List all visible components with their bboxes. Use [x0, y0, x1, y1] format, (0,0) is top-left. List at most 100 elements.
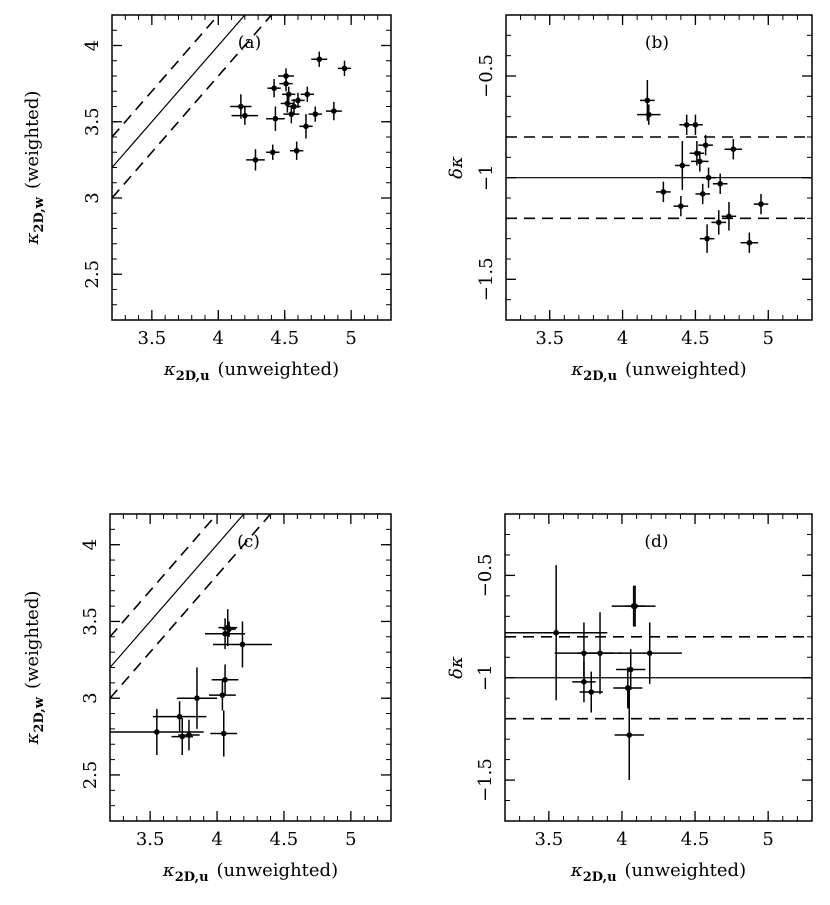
- chart-d-ytick-label: −1: [475, 664, 496, 691]
- chart-a-ref-line-solid: [112, 15, 246, 168]
- chart-a-data-point: [290, 141, 304, 160]
- chart-d-panel-label: (d): [644, 532, 668, 552]
- chart-d-panel: 3.5 4 4.5 5 −1.5 −1 −0.5 (d) κ2D,u (unweighted) δκ: [446, 513, 813, 885]
- chart-d-data-point: [505, 565, 608, 701]
- chart-c-marker: [194, 695, 200, 701]
- chart-a-data-point: [308, 106, 322, 122]
- chart-a-xlabel: κ2D,u (unweighted): [163, 359, 339, 384]
- chart-c-ylabel: κ2D,w (weighted): [22, 591, 47, 746]
- chart-d-data-point: [617, 622, 682, 684]
- chart-c-data-point: [176, 667, 218, 729]
- chart-d-xtick-label: 3.5: [535, 829, 564, 850]
- chart-a-ylabel-sub: 2D,w: [32, 196, 47, 232]
- chart-d-ylabel-main: δκ: [446, 656, 467, 679]
- chart-c-data-point: [210, 710, 238, 757]
- chart-b-marker: [715, 219, 722, 226]
- chart-c-ylabel-rest: (weighted): [22, 591, 43, 689]
- chart-c-xlabel-rest: (unweighted): [217, 860, 339, 881]
- chart-b-data-point: [688, 114, 703, 135]
- chart-b-data-point: [637, 104, 661, 125]
- chart-b-marker: [717, 180, 723, 187]
- chart-d-xlabel-rest: (unweighted): [625, 860, 747, 881]
- chart-b-data-point: [695, 183, 710, 205]
- chart-b-data-point: [711, 210, 727, 235]
- chart-d-xtick-label: 5: [762, 829, 773, 850]
- chart-c-marker: [226, 626, 232, 632]
- chart-c-xtick-label: 5: [345, 829, 356, 850]
- chart-c-data-point: [222, 621, 236, 637]
- chart-c-plot-area: [110, 514, 272, 757]
- chart-a-data-point: [279, 76, 293, 92]
- chart-b-xlabel: κ2D,u (unweighted): [570, 359, 746, 384]
- chart-c-xtick-label: 3.5: [136, 829, 165, 850]
- chart-b-data-point: [656, 181, 671, 203]
- chart-b-marker: [730, 146, 737, 152]
- chart-c-data-point: [178, 719, 200, 751]
- chart-c-marker: [219, 692, 226, 698]
- chart-d-data-point: [614, 690, 644, 781]
- chart-a-marker: [271, 85, 277, 91]
- chart-a-xlabel-rest: (unweighted): [218, 359, 340, 380]
- chart-c-panel: 3.5 4 4.5 52.533.54 (c)κ2D,u (unweighted)κ2D,…: [22, 513, 392, 885]
- chart-b-marker: [705, 174, 712, 181]
- chart-b-panel-label: (b): [645, 33, 669, 53]
- chart-b-data-point: [721, 202, 737, 231]
- chart-a-panel-label: (a): [238, 33, 261, 53]
- chart-b-data-point: [673, 195, 689, 217]
- chart-b-ytick-label: −0.5: [476, 54, 497, 98]
- chart-b-data-point: [699, 224, 715, 253]
- chart-b-ytick-label: −1: [476, 164, 497, 191]
- chart-c-ylabel-sub: 2D,w: [32, 696, 47, 732]
- chart-a-ytick-label: 3.5: [82, 107, 103, 136]
- chart-a-marker: [252, 157, 259, 163]
- chart-a-data-point: [299, 114, 313, 139]
- chart-a-marker: [312, 111, 319, 117]
- chart-a-xtick-label: 5: [345, 328, 356, 349]
- chart-a-marker: [331, 108, 337, 114]
- chart-c-data-point: [209, 679, 236, 711]
- chart-a-data-point: [280, 94, 295, 113]
- chart-d-data-point: [613, 667, 643, 709]
- chart-a-xlabel-sub: 2D,u: [176, 369, 210, 384]
- chart-d-marker: [588, 689, 595, 695]
- chart-b-ytick-label: −1.5: [476, 257, 497, 301]
- chart-b-marker: [678, 203, 684, 209]
- chart-a-marker: [284, 100, 291, 107]
- chart-b-marker: [683, 122, 690, 128]
- chart-d-xlabel-sub: 2D,u: [583, 870, 617, 885]
- chart-a-ytick-label: 3: [82, 192, 103, 203]
- chart-a-data-point: [325, 101, 342, 121]
- chart-b-marker: [644, 97, 651, 104]
- chart-d-ytick-label: −1.5: [475, 758, 496, 802]
- chart-c-data-point: [211, 664, 239, 696]
- chart-b-xlabel-rest: (unweighted): [625, 359, 747, 380]
- chart-a-marker: [242, 112, 248, 119]
- chart-a-marker: [283, 80, 289, 87]
- chart-a-panel: 3.5 4 4.5 52.533.54 (a)κ2D,u (unweighted)κ2D,…: [22, 14, 392, 384]
- chart-b-xlabel-main: κ: [570, 359, 583, 380]
- chart-b-xlabel-sub: 2D,u: [583, 369, 617, 384]
- chart-b-ylabel: δκ: [446, 156, 467, 179]
- chart-d-ylabel: δκ: [446, 656, 467, 679]
- chart-a-data-point: [266, 106, 285, 131]
- chart-a-ytick-label: 2.5: [82, 260, 103, 289]
- chart-a-data-point: [266, 144, 280, 160]
- chart-c-data-point: [110, 708, 204, 755]
- chart-b-xtick-label: 5: [763, 328, 774, 349]
- chart-b-xtick-label: 3.5: [535, 328, 564, 349]
- chart-c-xlabel-sub: 2D,u: [175, 870, 209, 885]
- chart-a-data-point: [337, 60, 352, 76]
- chart-d-plot-area: [505, 565, 812, 781]
- chart-b-marker: [704, 235, 710, 242]
- chart-b-marker: [726, 213, 732, 220]
- chart-d-frame: [504, 513, 813, 822]
- chart-d-xlabel: κ2D,u (unweighted): [570, 860, 746, 885]
- chart-a-ylabel: κ2D,w (weighted): [22, 91, 47, 246]
- chart-d-xtick-label: 4: [616, 829, 627, 850]
- chart-b-data-point: [675, 141, 690, 190]
- chart-a-marker: [304, 91, 311, 98]
- chart-b-data-point: [691, 151, 709, 172]
- chart-b-marker: [758, 201, 764, 207]
- chart-b-marker: [646, 111, 652, 118]
